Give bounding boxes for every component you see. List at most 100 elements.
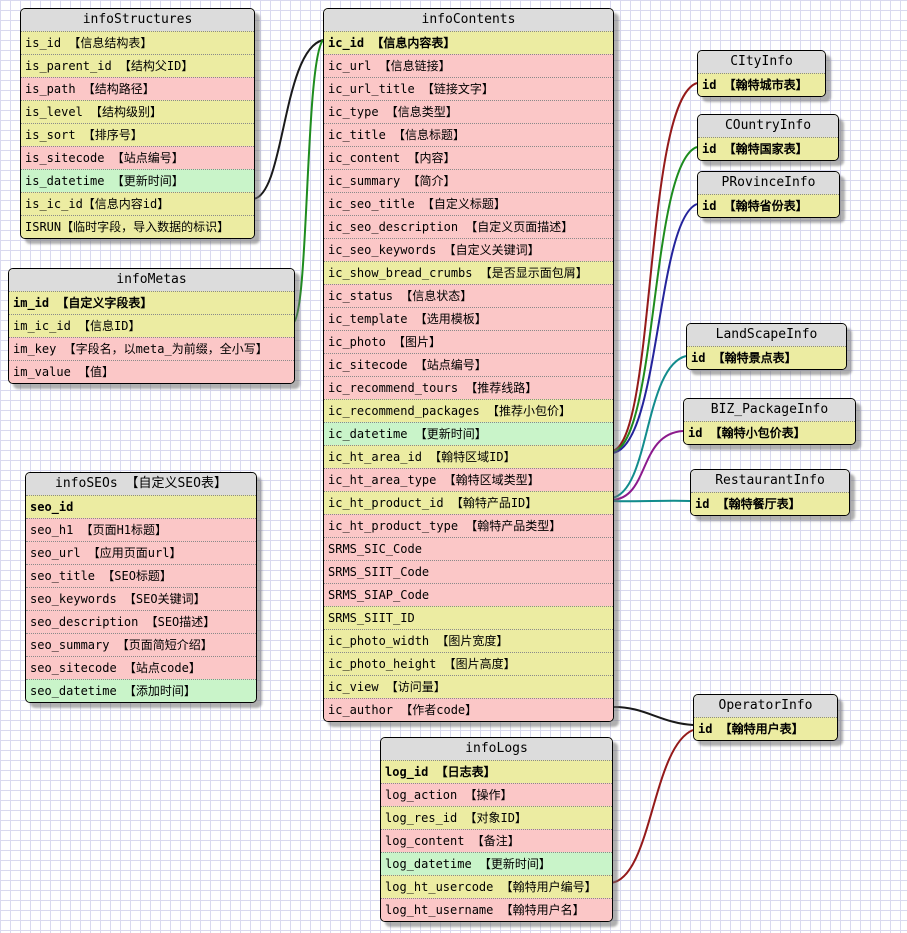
table-title-LandScapeInfo[interactable]: LandScapeInfo (687, 324, 846, 346)
field-row[interactable]: id 【翰特城市表】 (698, 73, 825, 96)
field-row[interactable]: ic_view 【访问量】 (324, 675, 613, 698)
relationship-line-infoContents-PRovinceInfo[interactable] (611, 203, 698, 454)
field-row[interactable]: ISRUN【临时字段，导入数据的标识】 (21, 215, 254, 238)
table-infoMetas[interactable]: infoMetas im_id 【自定义字段表】 im_ic_id 【信息ID】 im… (8, 268, 295, 384)
table-infoLogs[interactable]: infoLogs log_id 【日志表】 log_action 【操作】 log_r… (380, 737, 613, 922)
field-row[interactable]: ic_show_bread_crumbs 【是否显示面包屑】 (324, 261, 613, 284)
table-LandScapeInfo[interactable]: LandScapeInfo id 【翰特景点表】 (686, 323, 847, 370)
field-row[interactable]: seo_datetime 【添加时间】 (26, 679, 256, 702)
field-row[interactable]: seo_summary 【页面简短介绍】 (26, 633, 256, 656)
field-row[interactable]: im_key 【字段名，以meta_为前缀，全小写】 (9, 337, 294, 360)
table-title-infoContents[interactable]: infoContents (324, 9, 613, 31)
table-PRovinceInfo[interactable]: PRovinceInfo id 【翰特省份表】 (697, 171, 840, 218)
field-row[interactable]: is_ic_id【信息内容id】 (21, 192, 254, 215)
field-row[interactable]: ic_url_title 【链接文字】 (324, 77, 613, 100)
field-row[interactable]: log_action 【操作】 (381, 783, 612, 806)
field-row[interactable]: id 【翰特餐厅表】 (691, 492, 849, 515)
field-row[interactable]: ic_photo_height 【图片高度】 (324, 652, 613, 675)
field-row[interactable]: is_parent_id 【结构父ID】 (21, 54, 254, 77)
field-row[interactable]: log_id 【日志表】 (381, 760, 612, 783)
field-row[interactable]: SRMS_SIIT_Code (324, 560, 613, 583)
field-row[interactable]: log_res_id 【对象ID】 (381, 806, 612, 829)
table-title-COuntryInfo[interactable]: COuntryInfo (698, 115, 838, 137)
field-row[interactable]: ic_ht_product_id 【翰特产品ID】 (324, 491, 613, 514)
field-row[interactable]: ic_status 【信息状态】 (324, 284, 613, 307)
field-row[interactable]: id 【翰特用户表】 (694, 717, 837, 740)
relationship-line-infoContents-CItyInfo[interactable] (611, 82, 698, 452)
table-title-BIZ_PackageInfo[interactable]: BIZ_PackageInfo (684, 399, 855, 421)
field-row[interactable]: ic_datetime 【更新时间】 (324, 422, 613, 445)
field-row[interactable]: seo_keywords 【SEO关键词】 (26, 587, 256, 610)
table-RestaurantInfo[interactable]: RestaurantInfo id 【翰特餐厅表】 (690, 469, 850, 516)
table-OperatorInfo[interactable]: OperatorInfo id 【翰特用户表】 (693, 694, 838, 741)
table-title-infoLogs[interactable]: infoLogs (381, 738, 612, 760)
field-row[interactable]: id 【翰特景点表】 (687, 346, 846, 369)
table-title-PRovinceInfo[interactable]: PRovinceInfo (698, 172, 839, 194)
field-row[interactable]: ic_id 【信息内容表】 (324, 31, 613, 54)
field-row[interactable]: ic_ht_area_id 【翰特区域ID】 (324, 445, 613, 468)
field-row[interactable]: ic_seo_description 【自定义页面描述】 (324, 215, 613, 238)
table-COuntryInfo[interactable]: COuntryInfo id 【翰特国家表】 (697, 114, 839, 161)
field-row[interactable]: log_content 【备注】 (381, 829, 612, 852)
table-title-infoStructures[interactable]: infoStructures (21, 9, 254, 31)
field-row[interactable]: seo_id (26, 495, 256, 518)
field-row[interactable]: ic_ht_product_type 【翰特产品类型】 (324, 514, 613, 537)
relationship-line-infoContents-RestaurantInfo[interactable] (611, 499, 691, 503)
field-row[interactable]: SRMS_SIC_Code (324, 537, 613, 560)
field-row[interactable]: ic_photo_width 【图片宽度】 (324, 629, 613, 652)
relationship-line-infoMetas-infoContents[interactable] (292, 39, 324, 324)
field-row[interactable]: ic_title 【信息标题】 (324, 123, 613, 146)
field-row[interactable]: id 【翰特省份表】 (698, 194, 839, 217)
table-CItyInfo[interactable]: CItyInfo id 【翰特城市表】 (697, 50, 826, 97)
relationship-line-infoLogs-OperatorInfo[interactable] (610, 729, 694, 884)
field-row[interactable]: log_ht_usercode 【翰特用户编号】 (381, 875, 612, 898)
table-infoStructures[interactable]: infoStructures is_id 【信息结构表】 is_parent_id … (20, 8, 255, 239)
field-row[interactable]: is_id 【信息结构表】 (21, 31, 254, 54)
field-row[interactable]: ic_seo_title 【自定义标题】 (324, 192, 613, 215)
field-row[interactable]: ic_seo_keywords 【自定义关键词】 (324, 238, 613, 261)
table-title-OperatorInfo[interactable]: OperatorInfo (694, 695, 837, 717)
field-row[interactable]: id 【翰特小包价表】 (684, 421, 855, 444)
field-row[interactable]: ic_ht_area_type 【翰特区域类型】 (324, 468, 613, 491)
field-row[interactable]: ic_summary 【简介】 (324, 169, 613, 192)
field-row[interactable]: ic_url 【信息链接】 (324, 54, 613, 77)
field-row[interactable]: log_datetime 【更新时间】 (381, 852, 612, 875)
table-BIZ_PackageInfo[interactable]: BIZ_PackageInfo id 【翰特小包价表】 (683, 398, 856, 445)
field-row[interactable]: im_value 【值】 (9, 360, 294, 383)
field-row[interactable]: SRMS_SIAP_Code (324, 583, 613, 606)
field-row[interactable]: is_datetime 【更新时间】 (21, 169, 254, 192)
field-row[interactable]: seo_url 【应用页面url】 (26, 541, 256, 564)
field-row[interactable]: ic_content 【内容】 (324, 146, 613, 169)
field-row[interactable]: is_path 【结构路径】 (21, 77, 254, 100)
field-row[interactable]: seo_title 【SEO标题】 (26, 564, 256, 587)
table-title-infoSEOs[interactable]: infoSEOs 【自定义SEO表】 (26, 473, 256, 495)
field-row[interactable]: is_level 【结构级别】 (21, 100, 254, 123)
field-row[interactable]: log_ht_username 【翰特用户名】 (381, 898, 612, 921)
field-row[interactable]: is_sort 【排序号】 (21, 123, 254, 146)
field-row[interactable]: is_sitecode 【站点编号】 (21, 146, 254, 169)
field-row[interactable]: ic_author 【作者code】 (324, 698, 613, 721)
field-row[interactable]: id 【翰特国家表】 (698, 137, 838, 160)
table-infoSEOs[interactable]: infoSEOs 【自定义SEO表】 seo_id seo_h1 【页面H1标题】 s… (25, 472, 257, 703)
field-row[interactable]: im_id 【自定义字段表】 (9, 291, 294, 314)
field-row[interactable]: seo_sitecode 【站点code】 (26, 656, 256, 679)
field-row[interactable]: ic_photo 【图片】 (324, 330, 613, 353)
field-row[interactable]: ic_sitecode 【站点编号】 (324, 353, 613, 376)
field-row[interactable]: im_ic_id 【信息ID】 (9, 314, 294, 337)
field-row[interactable]: seo_description 【SEO描述】 (26, 610, 256, 633)
relationship-line-infoStructures-infoContents[interactable] (252, 39, 324, 200)
field-row[interactable]: ic_recommend_packages 【推荐小包价】 (324, 399, 613, 422)
relationship-line-infoContents-COuntryInfo[interactable] (611, 146, 698, 453)
table-title-infoMetas[interactable]: infoMetas (9, 269, 294, 291)
relationship-line-infoContents-BIZ_PackageInfo[interactable] (611, 430, 684, 501)
table-title-CItyInfo[interactable]: CItyInfo (698, 51, 825, 73)
field-row[interactable]: ic_recommend_tours 【推荐线路】 (324, 376, 613, 399)
table-title-RestaurantInfo[interactable]: RestaurantInfo (691, 470, 849, 492)
relationship-line-infoContents-LandScapeInfo[interactable] (611, 355, 687, 499)
field-row[interactable]: SRMS_SIIT_ID (324, 606, 613, 629)
field-row[interactable]: seo_h1 【页面H1标题】 (26, 518, 256, 541)
relationship-line-infoContents-OperatorInfo[interactable] (611, 705, 694, 726)
table-infoContents[interactable]: infoContents ic_id 【信息内容表】 ic_url 【信息链接】 ic… (323, 8, 614, 722)
field-row[interactable]: ic_template 【选用模板】 (324, 307, 613, 330)
field-row[interactable]: ic_type 【信息类型】 (324, 100, 613, 123)
